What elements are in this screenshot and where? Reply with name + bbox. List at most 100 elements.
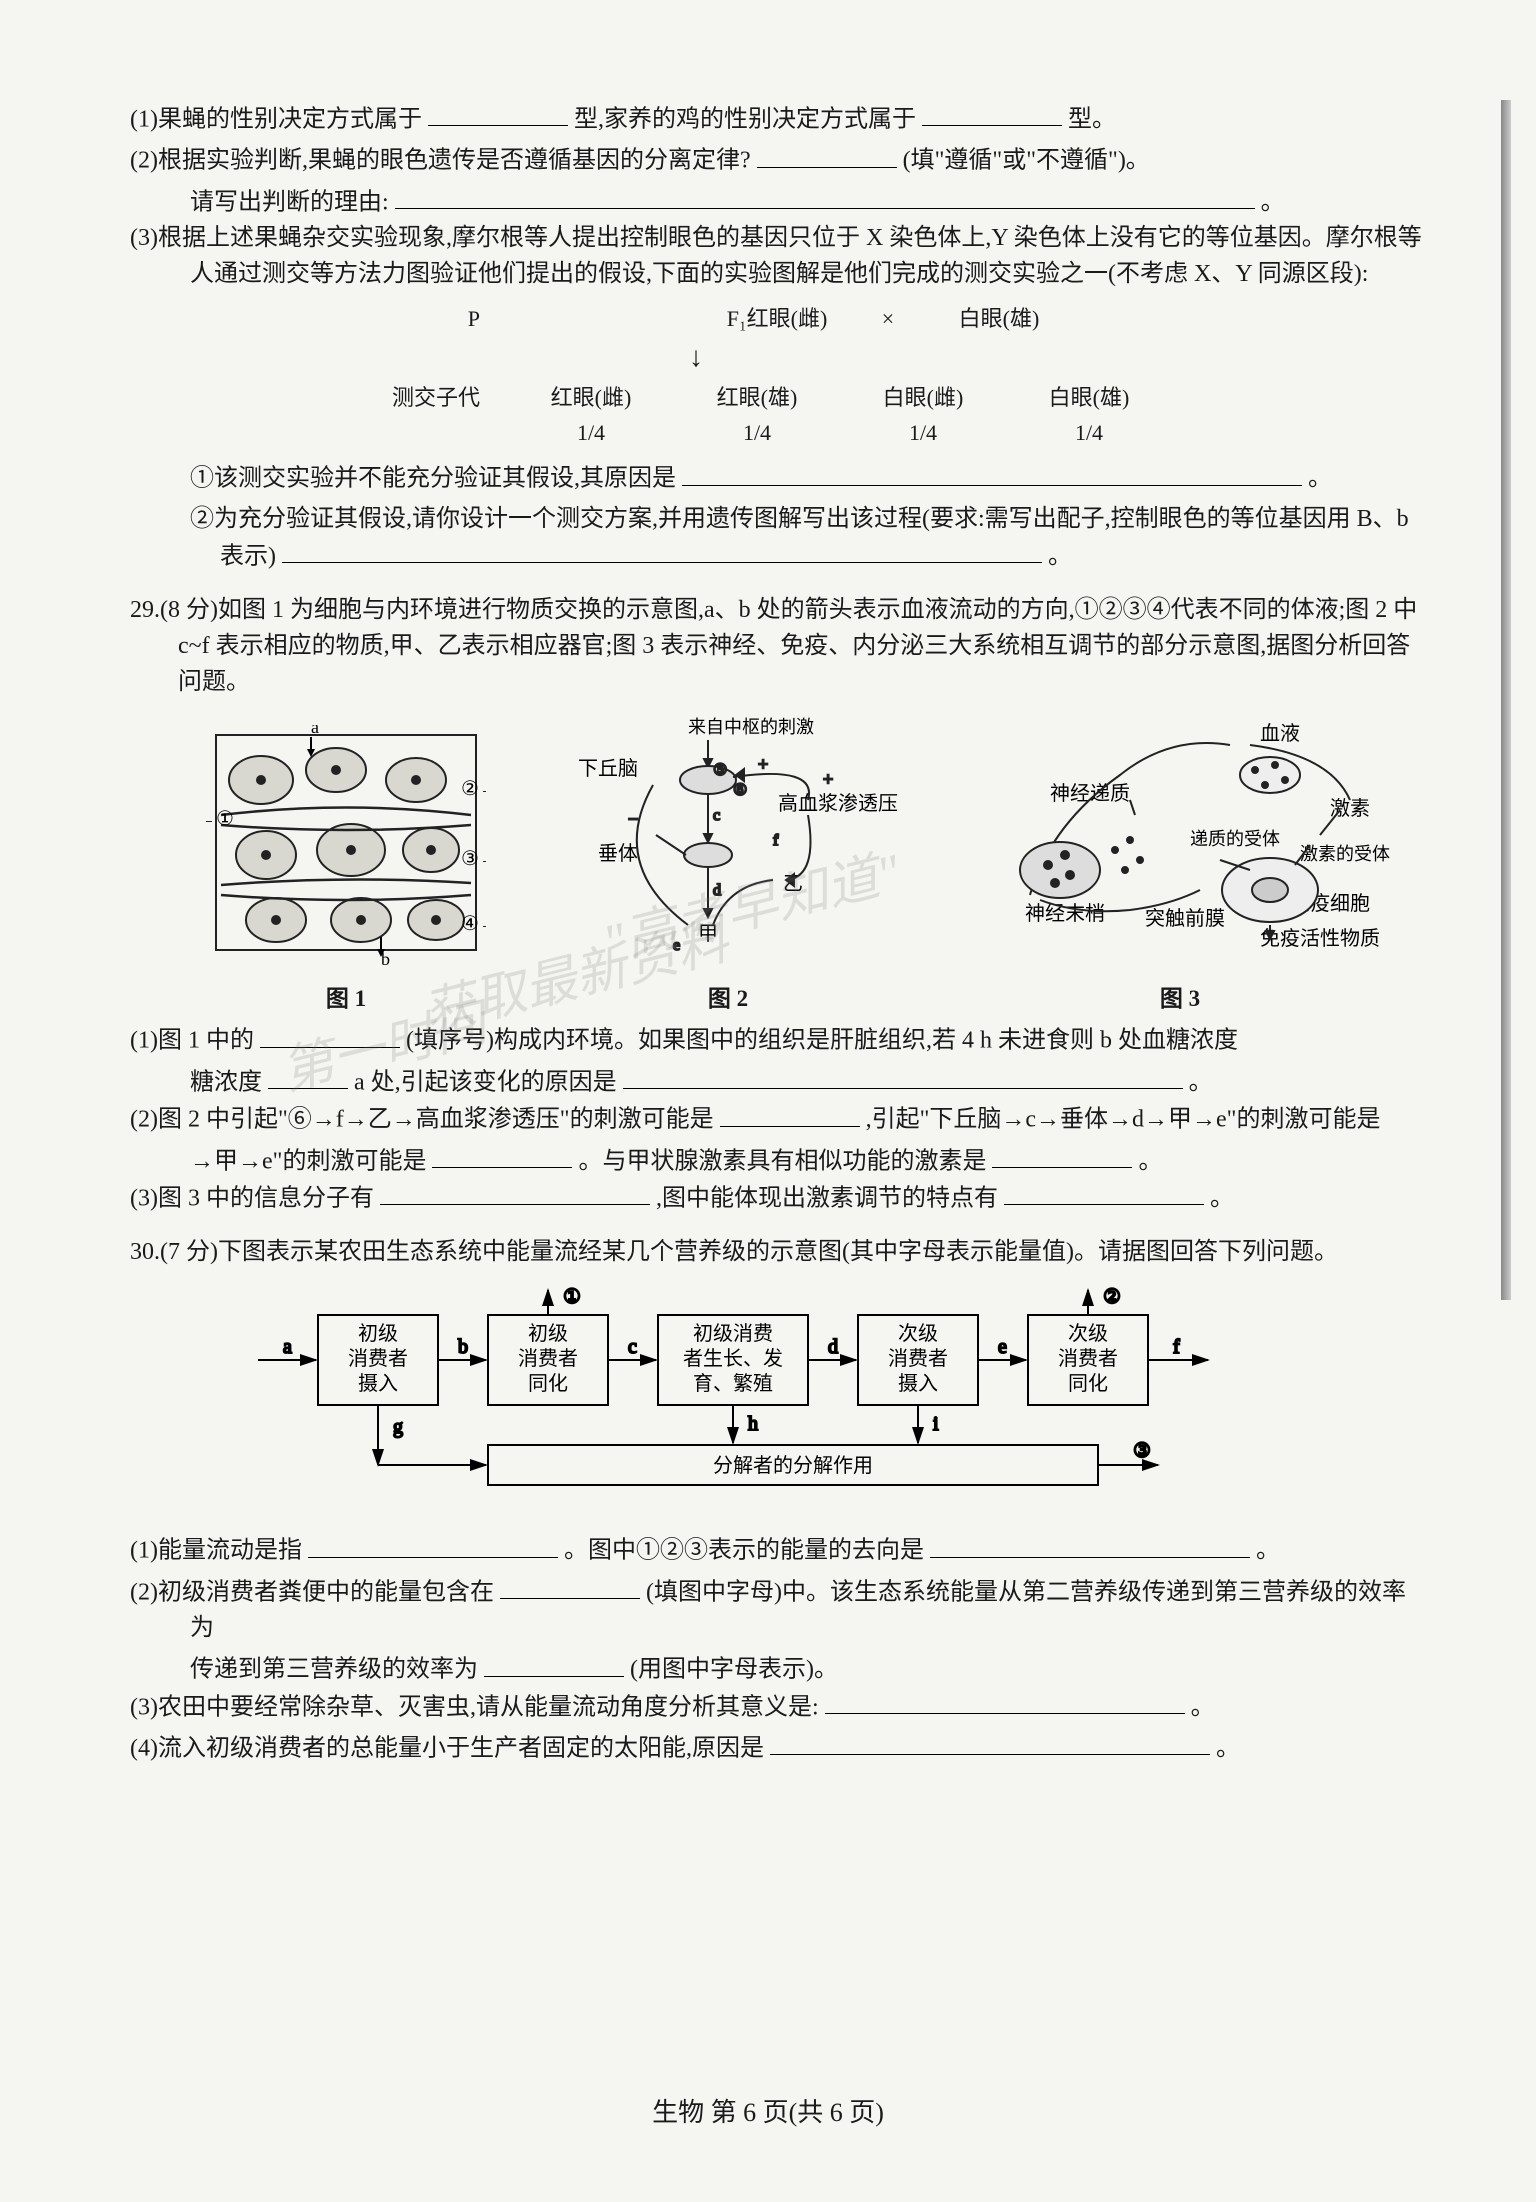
c2: 红眼(雄)	[692, 381, 822, 414]
svg-text:②→: ②→	[461, 778, 486, 800]
blank	[500, 1573, 640, 1599]
svg-text:c: c	[713, 807, 720, 824]
q29-1: (1)图 1 中的 (填序号)构成内环境。如果图中的组织是肝脏组织,若 4 h …	[130, 1021, 1426, 1058]
blank	[623, 1063, 1183, 1089]
q29-3: (3)图 3 中的信息分子有 ,图中能体现出激素调节的特点有 。	[130, 1179, 1426, 1216]
svg-text:①: ①	[563, 1286, 581, 1308]
q28-1-t1: (1)果蝇的性别决定方式属于	[130, 106, 422, 132]
svg-text:血液: 血液	[1260, 722, 1300, 745]
q29-2b: →甲→e"的刺激可能是 。与甲状腺激素具有相似功能的激素是 。	[130, 1142, 1426, 1179]
t: (2)图 2 中引起"⑥→f→乙→高血浆渗透压"的刺激可能是	[130, 1107, 714, 1133]
svg-text:⑤: ⑤	[713, 762, 727, 779]
l: 高血浆渗透压	[778, 792, 898, 815]
q28-1: (1)果蝇的性别决定方式属于 型,家养的鸡的性别决定方式属于 型。	[130, 100, 1426, 137]
blank	[720, 1100, 860, 1126]
t: (1)图 1 中的	[130, 1028, 254, 1054]
t: ,引起"下丘脑→c→垂体→d→甲→e"的刺激可能是	[866, 1107, 1381, 1133]
t: 。与甲状腺激素具有相似功能的激素是	[578, 1148, 986, 1174]
svg-text:②: ②	[1103, 1286, 1121, 1308]
q28-2b: 请写出判断的理由: 。	[130, 183, 1426, 220]
svg-text:⑥: ⑥	[733, 782, 747, 799]
blank	[380, 1179, 650, 1205]
svg-text:③→: ③→	[461, 848, 486, 870]
svg-text:消费者: 消费者	[888, 1347, 948, 1370]
svg-text:初级消费: 初级消费	[693, 1322, 773, 1345]
svg-text:a: a	[311, 725, 319, 737]
fig1-svg: a b ←① ②→ ③→ ④→	[206, 725, 486, 965]
page-footer: 生物 第 6 页(共 6 页)	[0, 2093, 1536, 2132]
svg-text:b: b	[458, 1336, 468, 1358]
blank	[825, 1688, 1185, 1714]
q30-flow: 初级消费者摄入 初级消费者同化 初级消费者生长、发育、繁殖 次级消费者摄入 次级…	[228, 1285, 1328, 1516]
svg-text:←①: ←①	[206, 808, 234, 830]
t: (3)农田中要经常除杂草、灭害虫,请从能量流动角度分析其意义是:	[130, 1694, 819, 1720]
svg-text:e: e	[673, 937, 680, 954]
t: (1)能量流动是指	[130, 1538, 302, 1564]
t: 。	[1256, 1538, 1280, 1564]
blank	[268, 1063, 348, 1089]
svg-text:摄入: 摄入	[358, 1372, 398, 1395]
svg-text:−: −	[628, 809, 638, 829]
p-f1: F₁红眼(雌)	[712, 302, 842, 335]
q30-2: (2)初级消费者粪便中的能量包含在 (填图中字母)中。该生态系统能量从第二营养级…	[130, 1573, 1426, 1646]
svg-text:者生长、发: 者生长、发	[683, 1347, 783, 1370]
q28-2: (2)根据实验判断,果蝇的眼色遗传是否遵循基因的分离定律? (填"遵循"或"不遵…	[130, 141, 1426, 178]
svg-text:神经递质: 神经递质	[1050, 782, 1130, 805]
q28-2-t4: 。	[1261, 189, 1285, 215]
svg-text:+: +	[758, 754, 768, 774]
svg-text:④→: ④→	[461, 913, 486, 935]
t: (4)流入初级消费者的总能量小于生产者固定的太阳能,原因是	[130, 1735, 764, 1761]
fig3-label: 图 3	[970, 982, 1390, 1017]
c3: 白眼(雌)	[858, 381, 988, 414]
figure-2: 来自中枢的刺激 下丘脑 高血浆渗透压 垂体 甲 乙 ⑤ ⑥	[558, 715, 898, 1017]
q30-4: (4)流入初级消费者的总能量小于生产者固定的太阳能,原因是 。	[130, 1729, 1426, 1766]
fig1-label: 图 1	[206, 982, 486, 1017]
svg-text:③: ③	[1133, 1440, 1151, 1462]
q29-1b: 糖浓度 a 处,引起该变化的原因是 。	[130, 1063, 1426, 1100]
t: 。	[1216, 1735, 1240, 1761]
svg-text:突触前膜: 突触前膜	[1145, 907, 1225, 930]
q28-2-t3: 请写出判断的理由:	[190, 189, 389, 215]
flow-svg: 初级消费者摄入 初级消费者同化 初级消费者生长、发育、繁殖 次级消费者摄入 次级…	[228, 1285, 1328, 1505]
svg-text:育、繁殖: 育、繁殖	[693, 1372, 773, 1395]
blank	[308, 1531, 558, 1557]
l: 垂体	[598, 842, 638, 865]
svg-text:消费者: 消费者	[518, 1347, 578, 1370]
svg-text:d: d	[828, 1336, 838, 1358]
svg-text:免疫活性物质: 免疫活性物质	[1260, 927, 1380, 950]
blank	[992, 1142, 1132, 1168]
t: ①该测交实验并不能充分验证其假设,其原因是	[190, 466, 676, 492]
q28-3: (3)根据上述果蝇杂交实验现象,摩尔根等人提出控制眼色的基因只位于 X 染色体上…	[130, 220, 1426, 292]
svg-text:次级: 次级	[1068, 1322, 1108, 1345]
t: 。	[1191, 1694, 1215, 1720]
q28-1-t3: 型。	[1068, 106, 1116, 132]
blank	[682, 459, 1302, 485]
t: (用图中字母表示)。	[630, 1657, 838, 1683]
r4: 1/4	[1024, 416, 1154, 449]
fig2-svg: 来自中枢的刺激 下丘脑 高血浆渗透压 垂体 甲 乙 ⑤ ⑥	[558, 715, 898, 965]
blank	[428, 100, 568, 126]
page-edge-shadow	[1501, 100, 1511, 1300]
svg-text:i: i	[933, 1413, 939, 1435]
c4: 白眼(雄)	[1024, 381, 1154, 414]
blank	[1004, 1179, 1204, 1205]
svg-text:初级: 初级	[358, 1322, 398, 1345]
q29-head: 29.(8 分)如图 1 为细胞与内环境进行物质交换的示意图,a、b 处的箭头表…	[130, 592, 1426, 700]
svg-text:消费者: 消费者	[1058, 1347, 1118, 1370]
svg-text:分解者的分解作用: 分解者的分解作用	[713, 1454, 873, 1477]
figure-1: a b ←① ②→ ③→ ④→ 图 1	[206, 725, 486, 1017]
svg-text:a: a	[283, 1336, 292, 1358]
t: (3)图 3 中的信息分子有	[130, 1185, 374, 1211]
blank	[930, 1531, 1250, 1557]
t: 。图中①②③表示的能量的去向是	[564, 1538, 924, 1564]
svg-text:激素的受体: 激素的受体	[1300, 844, 1390, 864]
t: 传递到第三营养级的效率为	[190, 1657, 478, 1683]
r2: 1/4	[692, 416, 822, 449]
svg-text:消费者: 消费者	[348, 1347, 408, 1370]
blank	[432, 1142, 572, 1168]
q28-1-t2: 型,家养的鸡的性别决定方式属于	[574, 106, 916, 132]
l: 下丘脑	[578, 757, 638, 780]
q28-3-1: ①该测交实验并不能充分验证其假设,其原因是 。	[130, 459, 1426, 496]
t: a 处,引起该变化的原因是	[354, 1069, 617, 1095]
q30-3: (3)农田中要经常除杂草、灭害虫,请从能量流动角度分析其意义是: 。	[130, 1688, 1426, 1725]
